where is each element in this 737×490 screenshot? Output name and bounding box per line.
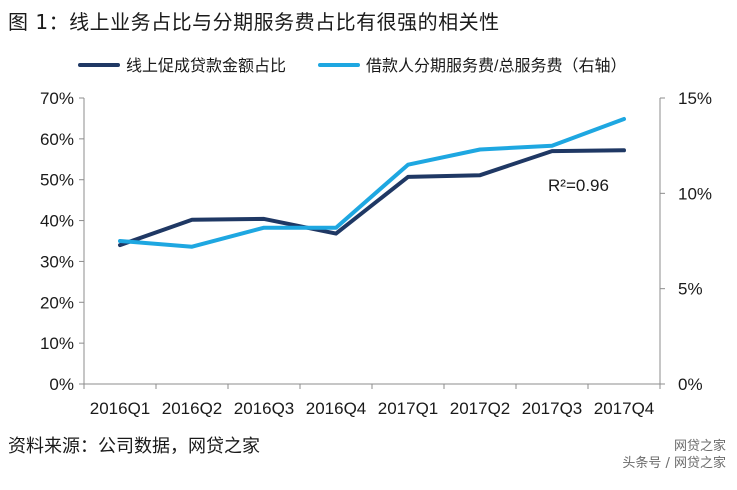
y-right-tick-label: 10% xyxy=(678,184,712,203)
watermark-line-2: 头条号 / 网贷之家 xyxy=(622,456,726,471)
chart-axes: 0% 10% 20% 30% 40% 50% 60% 70% 0% 5% 10% 15% 2016Q1 2… xyxy=(40,89,712,418)
figure-source: 资料来源：公司数据，网贷之家 xyxy=(8,436,260,457)
y-left-tick-label: 10% xyxy=(40,334,74,353)
x-tick-label: 2016Q1 xyxy=(90,399,151,418)
figure-title: 图 1：线上业务占比与分期服务费占比有很强的相关性 xyxy=(8,10,500,34)
x-tick-label: 2016Q2 xyxy=(162,399,223,418)
x-tick-label: 2016Q4 xyxy=(306,399,367,418)
chart-legend: 线上促成贷款金额占比 借款人分期服务费/总服务费（右轴） xyxy=(78,57,626,75)
x-tick-label: 2017Q4 xyxy=(594,399,655,418)
y-left-tick-label: 20% xyxy=(40,293,74,312)
watermark: 网贷之家 头条号 / 网贷之家 xyxy=(598,438,726,472)
legend-label-1: 线上促成贷款金额占比 xyxy=(126,57,286,75)
y-left-tick-label: 70% xyxy=(40,89,74,108)
y-right-tick-label: 15% xyxy=(678,89,712,108)
y-left-tick-label: 40% xyxy=(40,212,74,231)
y-left-tick-label: 60% xyxy=(40,130,74,149)
y-left-tick-label: 50% xyxy=(40,171,74,190)
x-tick-label: 2017Q3 xyxy=(522,399,583,418)
y-right-tick-label: 5% xyxy=(678,280,703,299)
chart-annotation-layer: R²=0.96 xyxy=(548,176,609,195)
y-left-tick-label: 30% xyxy=(40,252,74,271)
x-tick-label: 2017Q1 xyxy=(378,399,439,418)
chart-series-layer xyxy=(118,117,626,249)
x-tick-label: 2017Q2 xyxy=(450,399,511,418)
r-squared-annotation: R²=0.96 xyxy=(548,176,609,195)
series-line-2 xyxy=(118,117,626,249)
legend-label-2: 借款人分期服务费/总服务费（右轴） xyxy=(366,57,626,75)
y-left-tick-label: 0% xyxy=(49,375,74,394)
watermark-line-1: 网贷之家 xyxy=(673,439,726,454)
x-tick-label: 2016Q3 xyxy=(234,399,295,418)
y-right-tick-label: 0% xyxy=(678,375,703,394)
series-line-1 xyxy=(118,148,626,248)
